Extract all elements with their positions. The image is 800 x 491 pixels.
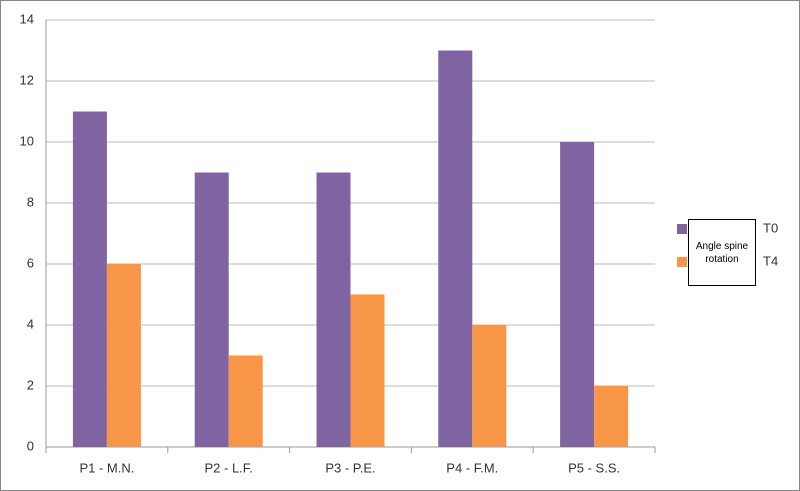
legend-label: T0 (763, 220, 778, 235)
bar (438, 50, 473, 447)
y-tick-label: 14 (20, 11, 34, 26)
bar (194, 172, 229, 447)
bar (72, 111, 107, 447)
bar (106, 264, 141, 447)
bar (350, 294, 385, 447)
y-tick-label: 12 (20, 72, 34, 87)
y-tick-label: 10 (20, 133, 34, 148)
y-tick-label: 8 (27, 194, 34, 209)
y-tick-label: 6 (27, 255, 34, 270)
legend-label: T4 (763, 253, 778, 268)
legend-swatch (677, 257, 687, 267)
y-tick-label: 4 (27, 316, 34, 331)
bar (228, 355, 263, 447)
bar (560, 142, 595, 447)
legend-annotation: Angle spine rotation (688, 219, 756, 286)
y-tick-label: 2 (27, 377, 34, 392)
bar (472, 325, 507, 447)
y-tick-label: 0 (27, 438, 34, 453)
bar (594, 386, 629, 447)
x-tick-label: P3 - P.E. (325, 460, 375, 475)
x-tick-label: P2 - L.F. (204, 460, 252, 475)
x-tick-label: P1 - M.N. (79, 460, 134, 475)
x-tick-label: P5 - S.S. (568, 460, 620, 475)
bar (316, 172, 351, 447)
x-tick-label: P4 - F.M. (446, 460, 498, 475)
legend-swatch (677, 224, 687, 234)
